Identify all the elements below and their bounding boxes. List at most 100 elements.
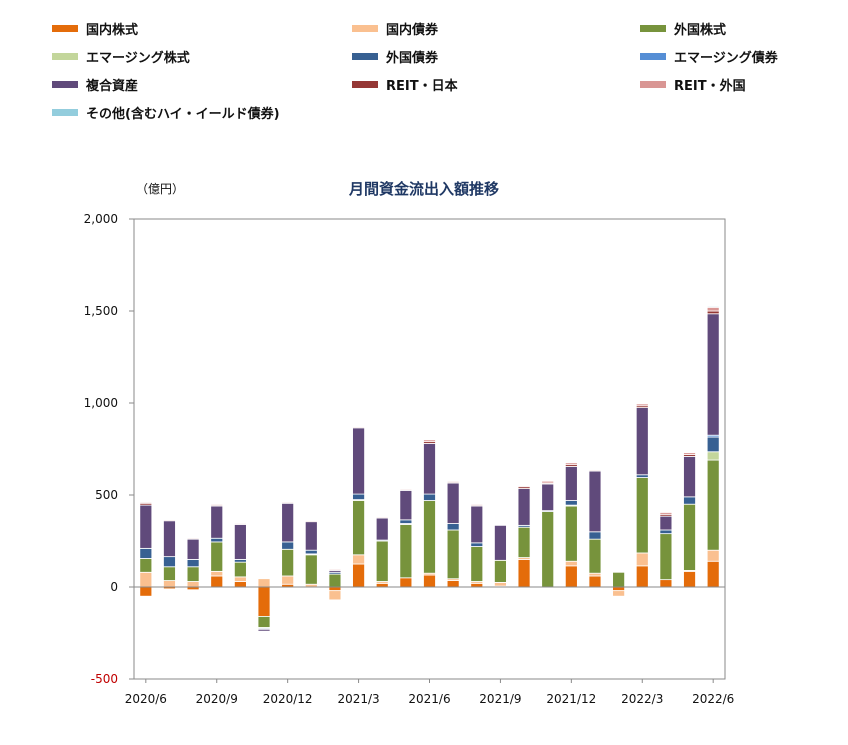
x-tick-label: 2021/9: [479, 692, 521, 706]
bar-segment: [399, 519, 413, 524]
bar-segment: [423, 493, 436, 501]
bar-segment: [588, 531, 602, 540]
x-tick-label: 2021/3: [337, 692, 379, 706]
unit-label: （億円）: [136, 182, 185, 196]
bar-segment: [612, 571, 626, 588]
bar-segment: [659, 533, 673, 581]
legend-item: エマージング株式: [52, 46, 190, 66]
bar-segment: [588, 470, 602, 533]
bar-segment: [304, 521, 318, 551]
bar-segment: [470, 503, 484, 506]
legend-item: 国内債券: [352, 18, 438, 38]
legend-label: REIT・外国: [674, 78, 746, 94]
legend-item: REIT・日本: [352, 74, 458, 94]
bar-segment: [706, 560, 720, 588]
bar-segment: [352, 493, 365, 500]
bar-segment: [186, 566, 200, 582]
bar-segment: [304, 520, 318, 523]
bar-segment: [470, 542, 484, 547]
legend-label: 国内債券: [386, 22, 439, 38]
bar-segment: [517, 559, 531, 588]
bar-segment: [564, 505, 578, 562]
bar-segment: [163, 519, 176, 522]
bar-segment: [352, 554, 365, 565]
legend-swatch: [352, 80, 378, 88]
bar-segment: [683, 503, 696, 571]
legend-label: 複合資産: [86, 78, 139, 94]
bar-segment: [588, 575, 602, 588]
bar-segment: [612, 590, 626, 597]
legend-label: 外国債券: [386, 50, 439, 66]
bar-segment: [494, 559, 507, 583]
bar-segment: [281, 548, 295, 577]
bar-segment: [588, 572, 602, 577]
legend-label: 国内株式: [86, 22, 139, 38]
bar-segment: [635, 474, 649, 478]
bar-segment: [375, 516, 389, 519]
bar-segment: [257, 628, 271, 632]
bar-segment: [328, 568, 342, 570]
bar-segment: [635, 407, 649, 476]
bar-segment: [683, 496, 696, 505]
bar-segment: [375, 540, 389, 582]
legend-swatch: [52, 24, 78, 32]
bar-segment: [163, 580, 176, 588]
bar-segment: [163, 566, 176, 581]
bar-segment: [304, 549, 318, 555]
bar-segment: [399, 524, 413, 579]
bar-segment: [659, 512, 673, 515]
x-tick-label: 2021/12: [546, 692, 596, 706]
bar-segment: [233, 561, 247, 578]
y-tick-label: 0: [110, 580, 118, 594]
bar-segment: [399, 489, 413, 521]
bar-segment: [210, 570, 224, 577]
bar-segment: [139, 586, 153, 597]
bar-segment: [328, 590, 342, 601]
legend-label: 外国株式: [674, 22, 727, 38]
legend-item: 外国債券: [352, 46, 438, 66]
bar-segment: [281, 575, 295, 585]
y-tick-label: -500: [91, 672, 118, 686]
bar-segment: [564, 466, 578, 501]
bar-segment: [706, 306, 720, 312]
bar-segment: [659, 515, 673, 531]
bar-segment: [257, 616, 271, 628]
bar-segment: [139, 501, 153, 504]
bar-segment: [541, 483, 555, 512]
x-tick-label: 2020/12: [263, 692, 313, 706]
bar-segment: [210, 575, 224, 588]
legend-item: 複合資産: [52, 74, 138, 94]
bar-segment: [612, 586, 626, 592]
bar-segment: [281, 501, 295, 504]
bar-segment: [163, 556, 176, 568]
legend-item: 国内株式: [52, 18, 138, 38]
bar-segment: [257, 586, 271, 617]
bar-segment: [564, 565, 578, 588]
bar-segment: [706, 549, 720, 562]
bar-segment: [352, 563, 365, 588]
y-tick-label: 2,000: [84, 212, 118, 226]
chart-title: 月間資金流出入額推移: [348, 180, 499, 198]
legend-swatch: [52, 80, 78, 88]
bar-segment: [470, 546, 484, 582]
bar-segment: [210, 537, 224, 543]
bar-segment: [635, 403, 649, 407]
bar-segment: [233, 576, 247, 582]
bar-segment: [659, 579, 673, 588]
bar-segment: [399, 577, 413, 588]
x-tick-label: 2020/6: [125, 692, 167, 706]
bar-segment: [494, 524, 507, 561]
bar-segment: [375, 582, 389, 588]
bar-segment: [706, 451, 720, 461]
legend-item: その他(含むハイ・イールド債券): [52, 102, 280, 122]
bar-segment: [517, 488, 531, 526]
legend-swatch: [52, 52, 78, 60]
bar-segment: [446, 529, 460, 580]
bar-segment: [588, 469, 602, 472]
bar-segment: [706, 459, 720, 551]
bar-segment: [564, 560, 578, 567]
bar-segment: [210, 505, 224, 539]
legend-item: エマージング債券: [640, 46, 778, 66]
legend-swatch: [640, 52, 666, 60]
